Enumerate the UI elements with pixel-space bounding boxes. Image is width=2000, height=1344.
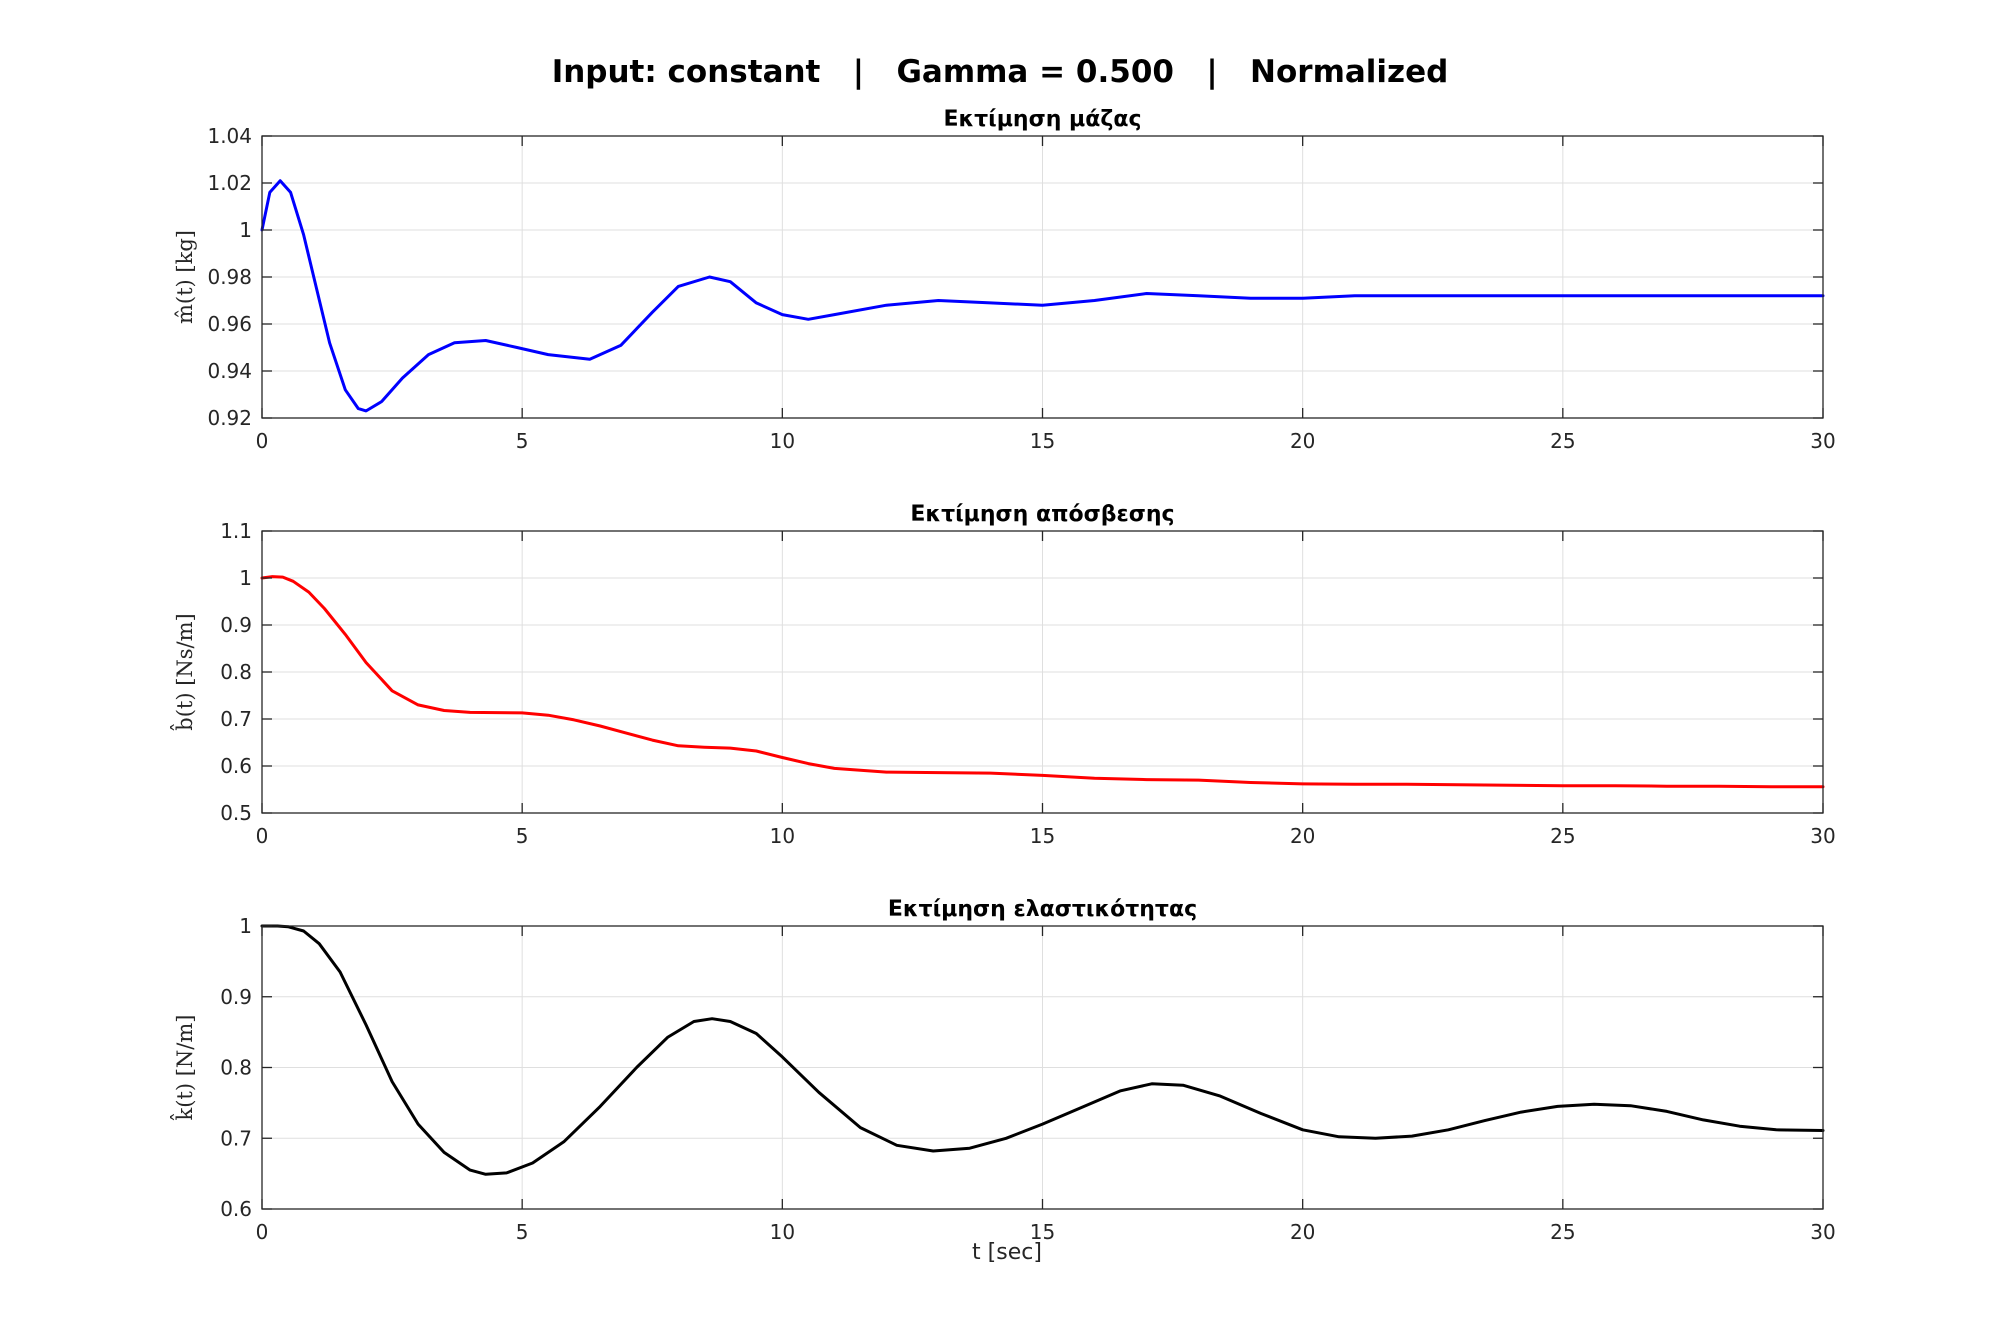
mass-x-tick-label: 15 — [1030, 429, 1055, 453]
damping-series-line — [260, 575, 1825, 789]
damping-y-tick-label: 0.9 — [220, 613, 252, 637]
stiffness-x-tick-label: 20 — [1290, 1220, 1315, 1244]
stiffness-x-tick-label: 10 — [770, 1220, 795, 1244]
stiffness-x-tick-label: 5 — [516, 1220, 529, 1244]
stiffness-y-tick-label: 1 — [239, 914, 252, 938]
mass-x-tick-label: 20 — [1290, 429, 1315, 453]
damping-y-tick-label: 1.1 — [220, 519, 252, 543]
stiffness-y-tick-label: 0.9 — [220, 985, 252, 1009]
mass-y-tick-label: 1 — [239, 218, 252, 242]
damping-x-tick-label: 5 — [516, 824, 529, 848]
damping-x-tick-label: 15 — [1030, 824, 1055, 848]
mass-y-tick-label: 0.98 — [207, 265, 252, 289]
damping-axes-title: Εκτίμηση απόσβεσης — [910, 502, 1174, 527]
damping-x-tick-label: 30 — [1810, 824, 1835, 848]
mass-estimate-axes: 0 5 10 15 20 25 30 0.92 0.94 0.96 0.98 1 1.02 1.04 Εκτ… — [173, 107, 1836, 453]
damping-y-tick-label: 0.7 — [220, 707, 252, 731]
mass-y-tick-label: 0.96 — [207, 312, 252, 336]
mass-y-tick-label: 1.04 — [207, 124, 252, 148]
stiffness-series-line — [260, 924, 1825, 1176]
stiffness-x-tick-label: 25 — [1550, 1220, 1575, 1244]
stiffness-x-tick-label: 15 — [1030, 1220, 1055, 1244]
damping-x-tick-label: 0 — [256, 824, 269, 848]
stiffness-y-tick-label: 0.6 — [220, 1197, 252, 1221]
damping-x-tick-label: 25 — [1550, 824, 1575, 848]
mass-y-tick-label: 1.02 — [207, 171, 252, 195]
damping-y-tick-label: 0.5 — [220, 801, 252, 825]
mass-x-tick-label: 25 — [1550, 429, 1575, 453]
mass-x-tick-label: 5 — [516, 429, 529, 453]
mass-x-tick-label: 30 — [1810, 429, 1835, 453]
stiffness-x-tick-label: 0 — [256, 1220, 269, 1244]
stiffness-estimate-axes: 0 5 10 15 20 25 30 0.6 0.7 0.8 0.9 1 Εκτίμηση ελαστι… — [170, 897, 1835, 1244]
stiffness-y-axis-label: k̂(t) [N/m] — [170, 1015, 197, 1121]
mass-y-tick-label: 0.92 — [207, 406, 252, 430]
damping-y-tick-label: 1 — [239, 566, 252, 590]
mass-series-line — [260, 179, 1825, 413]
figure-title: Input: constant | Gamma = 0.500 | Normal… — [552, 54, 1449, 90]
damping-estimate-axes: 0 5 10 15 20 25 30 0.5 0.6 0.7 0.8 0.9 1 1.1 Εκτίμηση … — [170, 502, 1835, 848]
damping-y-axis-label: b̂(t) [Ns/m] — [170, 613, 197, 731]
stiffness-x-tick-label: 30 — [1810, 1220, 1835, 1244]
mass-axes-title: Εκτίμηση μάζας — [943, 107, 1141, 132]
damping-y-tick-label: 0.6 — [220, 754, 252, 778]
damping-x-tick-label: 20 — [1290, 824, 1315, 848]
damping-y-tick-label: 0.8 — [220, 660, 252, 684]
mass-y-tick-label: 0.94 — [207, 359, 252, 383]
mass-y-axis-label: m̂(t) [kg] — [173, 230, 197, 324]
mass-x-tick-label: 0 — [256, 429, 269, 453]
stiffness-y-tick-label: 0.7 — [220, 1126, 252, 1150]
damping-x-tick-label: 10 — [770, 824, 795, 848]
stiffness-y-tick-label: 0.8 — [220, 1056, 252, 1080]
stiffness-axes-title: Εκτίμηση ελαστικότητας — [888, 897, 1197, 922]
x-axis-label: t [sec] — [972, 1240, 1042, 1265]
mass-x-tick-label: 10 — [770, 429, 795, 453]
